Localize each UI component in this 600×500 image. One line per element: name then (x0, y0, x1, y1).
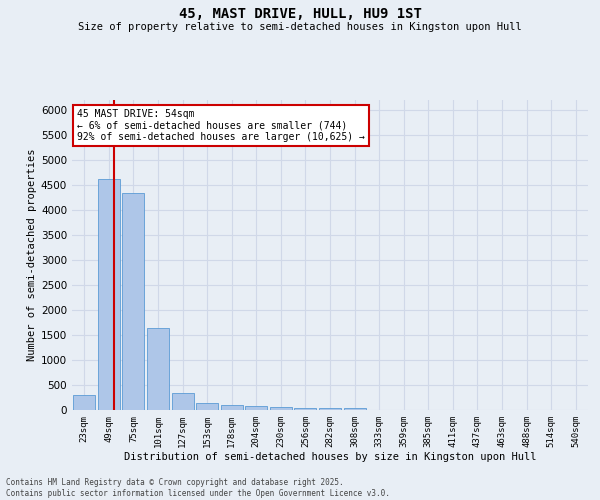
Bar (221, 405, 243, 410)
Bar (295, 408, 316, 410)
Bar (270, 407, 292, 410)
Text: Size of property relative to semi-detached houses in Kingston upon Hull: Size of property relative to semi-detach… (78, 22, 522, 32)
Bar (172, 392, 194, 410)
Bar (319, 408, 341, 410)
Text: Contains HM Land Registry data © Crown copyright and database right 2025.
Contai: Contains HM Land Registry data © Crown c… (6, 478, 390, 498)
Bar (245, 406, 268, 410)
Bar (98, 179, 120, 410)
Text: 45, MAST DRIVE, HULL, HU9 1ST: 45, MAST DRIVE, HULL, HU9 1ST (179, 8, 421, 22)
Text: Distribution of semi-detached houses by size in Kingston upon Hull: Distribution of semi-detached houses by … (124, 452, 536, 462)
Bar (147, 328, 169, 410)
Bar (73, 395, 95, 410)
Bar (196, 402, 218, 410)
Text: 45 MAST DRIVE: 54sqm
← 6% of semi-detached houses are smaller (744)
92% of semi-: 45 MAST DRIVE: 54sqm ← 6% of semi-detach… (77, 110, 365, 142)
Bar (344, 408, 365, 410)
Y-axis label: Number of semi-detached properties: Number of semi-detached properties (27, 149, 37, 361)
Bar (122, 192, 145, 410)
